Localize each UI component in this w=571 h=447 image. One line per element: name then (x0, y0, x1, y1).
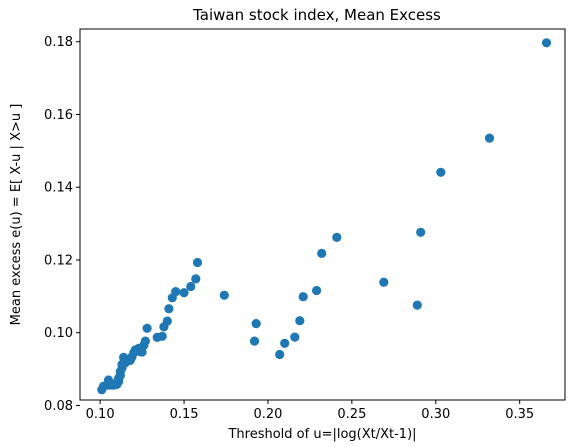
x-ticks: 0.10 0.15 0.20 0.25 0.30 0.35 (86, 400, 534, 422)
y-tick-label: 0.18 (44, 35, 73, 50)
x-tick-label: 0.20 (253, 407, 282, 422)
x-tick-label: 0.15 (170, 407, 199, 422)
data-point (186, 281, 196, 292)
data-point (171, 287, 181, 297)
data-point (312, 285, 322, 296)
data-point (280, 338, 290, 348)
data-point (192, 257, 203, 268)
data-point (412, 300, 422, 310)
y-tick-label: 0.10 (44, 326, 73, 341)
data-point (191, 274, 201, 284)
data-point (140, 336, 150, 346)
data-point (249, 336, 260, 346)
x-tick-label: 0.30 (421, 407, 450, 422)
x-tick-label: 0.25 (337, 407, 366, 422)
points-layer (97, 38, 552, 395)
data-point (416, 227, 426, 237)
y-tick-label: 0.08 (44, 399, 73, 414)
y-axis-label: Mean excess e(u) = E[ X-u | X>u ] (9, 104, 24, 326)
data-point (295, 316, 305, 326)
data-point (298, 292, 308, 302)
data-point (179, 288, 189, 298)
data-point (162, 316, 172, 326)
data-point (290, 332, 300, 342)
y-axis-label-group: Mean excess e(u) = E[ X-u | X>u ] (9, 104, 24, 326)
y-tick-label: 0.16 (44, 108, 73, 123)
data-point (275, 349, 285, 360)
x-axis-label: Threshold of u=|log(Xt/Xt-1)| (227, 427, 416, 442)
data-point (142, 323, 152, 333)
y-ticks: 0.08 0.10 0.12 0.14 0.16 0.18 (44, 35, 80, 414)
chart-title: Taiwan stock index, Mean Excess (192, 6, 441, 24)
x-tick-label: 0.35 (505, 407, 534, 422)
data-point (541, 38, 552, 48)
data-point (157, 331, 167, 341)
y-tick-label: 0.12 (44, 253, 73, 268)
x-tick-label: 0.10 (86, 407, 115, 422)
plot-frame (79, 28, 566, 401)
data-point (164, 304, 174, 314)
data-point (251, 319, 261, 329)
y-tick-label: 0.14 (44, 181, 73, 196)
data-point (317, 248, 327, 258)
data-point (436, 167, 446, 177)
data-point (219, 290, 229, 300)
data-point (332, 232, 342, 242)
data-point (379, 277, 389, 287)
data-point (484, 133, 495, 143)
